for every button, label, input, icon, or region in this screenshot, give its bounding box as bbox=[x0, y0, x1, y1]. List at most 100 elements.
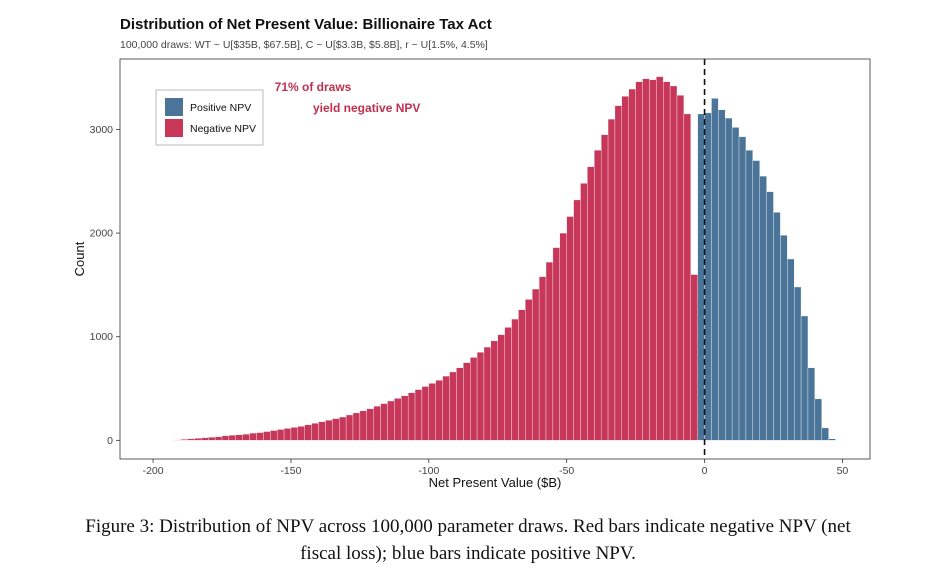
histogram-bar-negative bbox=[380, 403, 388, 441]
histogram-bar-negative bbox=[573, 199, 581, 441]
x-tick-label: 0 bbox=[702, 465, 708, 477]
histogram-bar-negative bbox=[442, 375, 450, 441]
histogram-bar-negative bbox=[449, 371, 457, 441]
histogram-bar-negative bbox=[304, 424, 312, 441]
histogram-bar-positive bbox=[745, 150, 753, 441]
histogram-bar-negative bbox=[463, 362, 471, 441]
histogram-bar-negative bbox=[621, 96, 629, 441]
x-tick-label: -200 bbox=[143, 465, 164, 477]
histogram-bar-negative bbox=[594, 150, 602, 441]
histogram-bar-positive bbox=[773, 212, 781, 441]
chart-title: Distribution of Net Present Value: Billi… bbox=[120, 16, 492, 33]
histogram-bar-negative bbox=[263, 431, 271, 441]
histogram-bar-negative bbox=[490, 340, 498, 441]
histogram-bar-negative bbox=[270, 430, 278, 441]
histogram-bar-negative bbox=[359, 410, 367, 441]
histogram-bar-negative bbox=[394, 398, 402, 441]
histogram-bar-negative bbox=[242, 433, 250, 441]
histogram-bar-negative bbox=[538, 276, 547, 441]
histogram-bar-positive bbox=[725, 117, 733, 441]
histogram-bar-negative bbox=[180, 439, 188, 441]
x-axis: -200 -150 -100 -50 0 50 bbox=[143, 459, 848, 477]
histogram-bar-negative bbox=[332, 418, 340, 441]
y-axis: 0 1000 2000 3000 bbox=[90, 124, 120, 447]
histogram-bar-negative bbox=[325, 419, 333, 441]
histogram-bar-negative bbox=[532, 288, 540, 441]
histogram-bar-positive bbox=[738, 136, 747, 441]
legend-label-positive: Positive NPV bbox=[190, 102, 251, 114]
histogram-bar-negative bbox=[587, 166, 595, 441]
annotation-line-2: yield negative NPV bbox=[313, 101, 420, 115]
histogram-bars bbox=[173, 76, 836, 441]
histogram-bar-negative bbox=[297, 426, 305, 441]
histogram-bar-negative bbox=[545, 261, 554, 441]
caption-line-1: Figure 3: Distribution of NPV across 100… bbox=[85, 516, 851, 537]
histogram-bar-negative bbox=[518, 309, 526, 441]
histogram-bar-negative bbox=[235, 434, 243, 441]
histogram-bar-negative bbox=[614, 105, 623, 441]
histogram-bar-negative bbox=[504, 327, 512, 441]
caption-line-2: fiscal loss); blue bars indicate positiv… bbox=[300, 543, 636, 564]
legend-swatch-positive bbox=[165, 98, 183, 116]
histogram-bar-negative bbox=[559, 232, 567, 441]
histogram-bar-negative bbox=[663, 81, 671, 441]
histogram-bar-negative bbox=[649, 79, 657, 441]
y-axis-title: Count bbox=[72, 241, 87, 276]
histogram-bar-positive bbox=[718, 109, 726, 441]
histogram-bar-negative bbox=[339, 416, 347, 441]
histogram-bar-positive bbox=[711, 98, 719, 441]
histogram-bar-positive bbox=[759, 175, 767, 441]
histogram-bar-negative bbox=[173, 439, 181, 441]
histogram-bar-negative bbox=[456, 367, 464, 441]
histogram-bar-negative bbox=[476, 352, 485, 441]
histogram-bar-negative bbox=[628, 88, 636, 441]
histogram-bar-negative bbox=[373, 405, 381, 441]
histogram-bar-negative bbox=[228, 434, 236, 441]
histogram-bar-negative bbox=[656, 76, 664, 441]
histogram-bar-negative bbox=[366, 408, 374, 441]
histogram-bar-positive bbox=[807, 367, 816, 441]
histogram-bar-negative bbox=[566, 216, 574, 441]
histogram-bar-positive bbox=[731, 127, 740, 441]
legend: Positive NPV Negative NPV bbox=[155, 89, 264, 146]
histogram-bar-positive bbox=[821, 427, 829, 441]
histogram-bar-negative bbox=[607, 118, 616, 441]
histogram-bar-negative bbox=[690, 274, 698, 441]
histogram-bar-negative bbox=[414, 389, 423, 441]
x-tick-label: -150 bbox=[280, 465, 301, 477]
chart-subtitle: 100,000 draws: WT ~ U[$35B, $67.5B], C ~… bbox=[120, 39, 488, 51]
y-tick-label: 3000 bbox=[90, 124, 114, 136]
histogram-bar-negative bbox=[483, 346, 492, 441]
histogram-bar-negative bbox=[187, 438, 195, 441]
histogram-bar-positive bbox=[787, 258, 795, 441]
y-tick-label: 1000 bbox=[90, 331, 114, 343]
histogram-bar-negative bbox=[318, 421, 326, 441]
figure-caption: Figure 3: Distribution of NPV across 100… bbox=[0, 513, 936, 567]
histogram-bar-positive bbox=[752, 160, 760, 441]
histogram-bar-negative bbox=[421, 386, 429, 441]
histogram-bar-negative bbox=[635, 81, 643, 441]
histogram-bar-positive bbox=[704, 112, 712, 441]
y-tick-label: 2000 bbox=[90, 228, 114, 240]
histogram-bar-negative bbox=[407, 392, 416, 441]
histogram-bar-negative bbox=[497, 334, 505, 441]
histogram-bar-negative bbox=[201, 437, 209, 441]
histogram-bar-negative bbox=[214, 436, 223, 441]
histogram-bar-negative bbox=[221, 435, 230, 441]
histogram-bar-negative bbox=[428, 383, 436, 441]
histogram-bar-negative bbox=[283, 428, 292, 441]
npv-histogram-figure: Distribution of Net Present Value: Billi… bbox=[72, 16, 871, 490]
histogram-bar-negative bbox=[276, 429, 285, 441]
histogram-bar-negative bbox=[676, 95, 685, 441]
histogram-bar-negative bbox=[256, 432, 264, 441]
annotation-line-1: 71% of draws bbox=[275, 80, 352, 94]
histogram-bar-negative bbox=[525, 299, 533, 441]
histogram-bar-positive bbox=[697, 113, 705, 441]
legend-swatch-negative bbox=[165, 119, 183, 137]
histogram-bar-negative bbox=[683, 113, 691, 441]
histogram-bar-negative bbox=[511, 318, 519, 441]
histogram-bar-negative bbox=[387, 400, 395, 441]
histogram-bar-positive bbox=[800, 315, 809, 441]
histogram-bar-negative bbox=[208, 437, 216, 441]
histogram-bar-negative bbox=[580, 183, 588, 441]
